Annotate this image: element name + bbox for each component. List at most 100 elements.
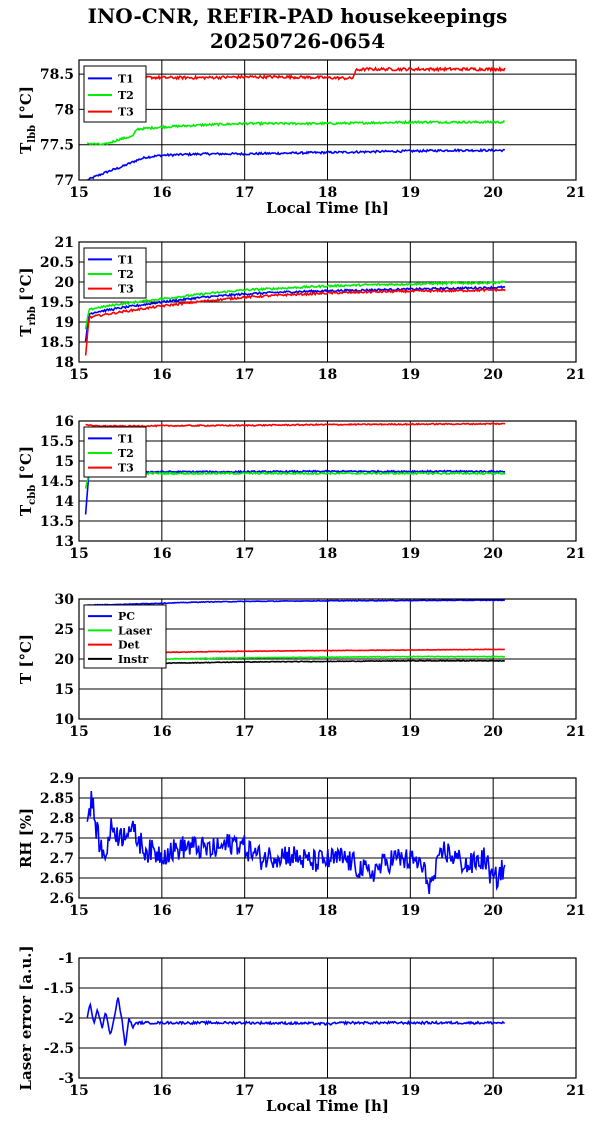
y-tick-label: 14.5	[40, 474, 74, 490]
y-tick-label: -1.5	[44, 981, 74, 997]
y-tick-label: 21	[55, 235, 74, 251]
y-axis-label: Tcbb [°C]	[17, 446, 38, 516]
series-line-t3	[86, 65, 506, 81]
y-tick-label: 10	[55, 712, 75, 728]
x-tick-label: 18	[318, 1083, 337, 1099]
series-line-t1	[87, 147, 505, 180]
x-tick-label: 21	[566, 903, 585, 919]
series-group	[86, 790, 506, 894]
x-tick-label: 17	[235, 367, 254, 383]
y-tick-label: 15.5	[40, 434, 74, 450]
plot-frame	[78, 957, 577, 1079]
x-tick-label: 15	[69, 546, 88, 562]
x-tick-label: 19	[401, 546, 420, 562]
legend-label: Det	[118, 639, 141, 652]
legend-label: Instr	[118, 653, 148, 666]
x-axis-label: Local Time [h]	[266, 199, 389, 217]
legend-label: T1	[118, 72, 134, 85]
legend-label: T3	[118, 283, 134, 296]
y-tick-label: 2.85	[40, 791, 74, 807]
series-line-t2	[86, 119, 506, 146]
y-axis-label: Tlbb [°C]	[17, 86, 38, 154]
y-tick-label: 15	[55, 682, 74, 698]
series-line-t2	[84, 471, 506, 489]
x-tick-label: 20	[483, 1083, 503, 1099]
plot-frame	[78, 241, 577, 363]
series-group	[84, 280, 506, 356]
x-tick-label: 17	[235, 724, 254, 740]
y-tick-label: 77.5	[40, 138, 74, 154]
y-tick-label: 77	[55, 173, 74, 189]
chart-panel-laser: -3 -2.5 -2 -1.5 -1 15 16 17 18 19 20 21 Local Time […	[17, 945, 586, 1115]
series-line-t3	[85, 422, 506, 428]
plot-frame	[78, 420, 577, 542]
x-tick-label: 17	[235, 546, 254, 562]
y-tick-label: 19	[55, 315, 74, 331]
legend: T1 T2 T3	[83, 65, 147, 123]
x-tick-label: 15	[69, 367, 88, 383]
x-tick-label: 17	[235, 903, 254, 919]
x-tick-label: 18	[318, 546, 337, 562]
series-line-pc	[87, 599, 505, 607]
x-tick-label: 20	[483, 185, 503, 201]
x-tick-label: 16	[152, 546, 171, 562]
y-tick-label: 20.5	[40, 255, 74, 271]
x-tick-label: 20	[483, 367, 503, 383]
series-line-t3	[84, 288, 506, 356]
chart-panel-tlbb: 77 77.5 78 78.5 15 16 17 18 19 20 21 Local Time [h]…	[17, 59, 586, 217]
plot-frame	[78, 598, 577, 720]
series-line-data	[86, 790, 506, 894]
x-tick-label: 20	[483, 546, 503, 562]
x-tick-label: 19	[401, 903, 420, 919]
x-tick-label: 17	[235, 185, 254, 201]
y-axis-label: Trbb [°C]	[17, 267, 38, 336]
x-tick-label: 21	[566, 185, 585, 201]
x-tick-label: 20	[483, 903, 503, 919]
series-group	[86, 997, 505, 1046]
x-tick-label: 18	[318, 903, 337, 919]
x-tick-label: 19	[401, 185, 420, 201]
y-tick-label: -2	[58, 1011, 74, 1027]
plot-frame	[78, 777, 577, 899]
y-tick-label: -3	[58, 1071, 74, 1087]
chart-panel-rh: 2.6 2.65 2.7 2.75 2.8 2.85 2.9 15 16 17 18 19 20 21 RH…	[17, 771, 586, 919]
y-tick-label: 13.5	[40, 514, 74, 530]
series-group	[86, 65, 506, 180]
x-tick-label: 15	[69, 1083, 88, 1099]
x-tick-label: 15	[69, 185, 88, 201]
legend-label: T3	[118, 106, 134, 119]
y-tick-label: 2.8	[50, 811, 74, 827]
y-tick-label: 25	[55, 622, 74, 638]
y-axis-label: T [°C]	[17, 634, 35, 684]
legend-label: T2	[118, 89, 134, 102]
x-tick-label: 18	[318, 185, 337, 201]
x-tick-label: 17	[235, 1083, 254, 1099]
x-tick-label: 16	[152, 1083, 171, 1099]
y-tick-label: 19.5	[40, 295, 74, 311]
x-tick-label: 20	[483, 724, 503, 740]
legend-label: T1	[118, 253, 134, 266]
legend-label: T2	[118, 447, 134, 460]
x-tick-label: 19	[401, 1083, 420, 1099]
series-line-t1	[84, 469, 506, 515]
legend: T1 T2 T3	[83, 426, 147, 478]
y-tick-label: 78.5	[40, 67, 74, 83]
y-tick-label: 20	[55, 652, 75, 668]
x-tick-label: 21	[566, 546, 585, 562]
legend-label: T3	[118, 462, 134, 475]
series-group	[84, 422, 506, 515]
x-tick-label: 19	[401, 724, 420, 740]
x-tick-label: 16	[152, 903, 171, 919]
plot-frame	[78, 59, 577, 181]
x-tick-label: 15	[69, 903, 88, 919]
series-line-t2	[84, 280, 506, 330]
chart-title: INO-CNR, REFIR-PAD housekeepings 2025072…	[0, 4, 595, 54]
legend-label: T2	[118, 268, 134, 281]
series-line-data	[86, 997, 505, 1046]
y-tick-label: 15	[55, 454, 74, 470]
chart-panel-tcbb: 13 13.5 14 14.5 15 15.5 16 15 16 17 18 19 20 21 Tcbb […	[17, 414, 586, 562]
x-tick-label: 16	[152, 367, 171, 383]
